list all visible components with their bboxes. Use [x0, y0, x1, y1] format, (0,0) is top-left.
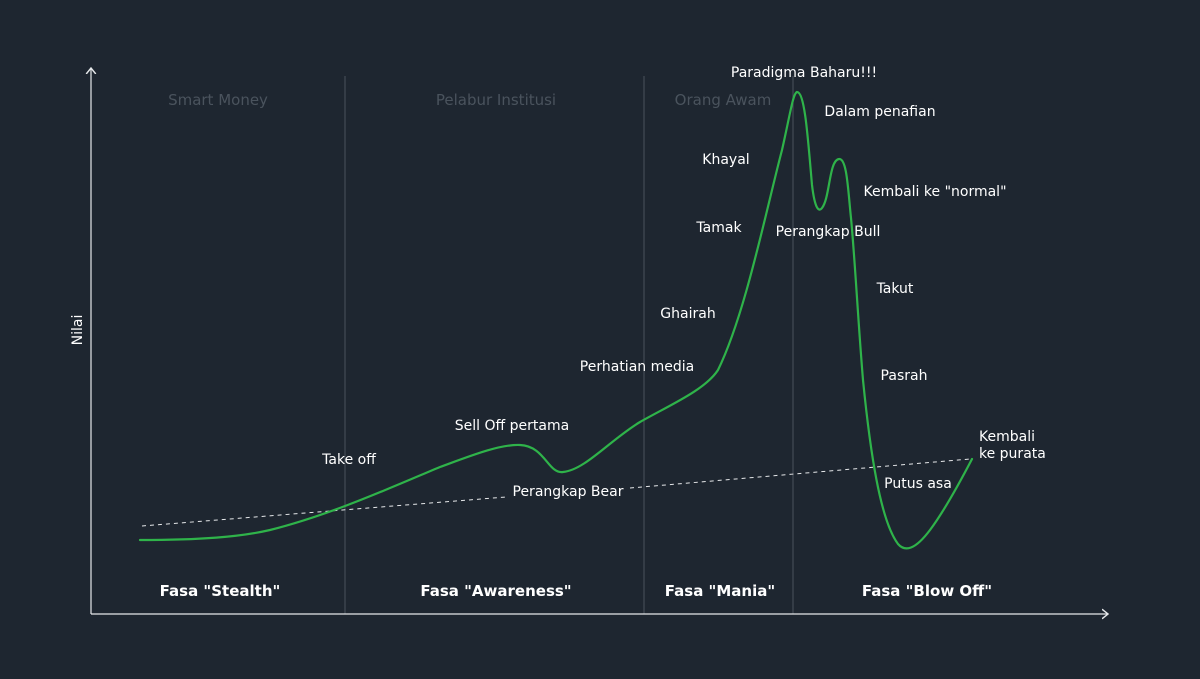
audience-institutional: Pelabur Institusi	[436, 91, 556, 109]
stage-label-pasrah: Pasrah	[881, 368, 928, 384]
phase-label-stealth: Fasa "Stealth"	[160, 582, 281, 600]
stage-label-mean-line1: Kembali	[979, 429, 1035, 445]
audience-smart-money: Smart Money	[168, 91, 268, 109]
stage-label-ghairah: Ghairah	[660, 306, 715, 322]
phase-label-blow-off: Fasa "Blow Off"	[862, 582, 992, 600]
phase-label-awareness: Fasa "Awareness"	[420, 582, 571, 600]
stage-label-take-off: Take off	[321, 452, 376, 468]
stage-label-takut: Takut	[876, 281, 914, 297]
stage-label-paradigma: Paradigma Baharu!!!	[731, 65, 877, 81]
stage-label-denial: Dalam penafian	[824, 104, 935, 120]
stage-label-mean-line2: ke purata	[979, 446, 1046, 462]
stage-label-putus-asa: Putus asa	[884, 476, 952, 492]
stage-label-bull-trap: Perangkap Bull	[776, 224, 881, 240]
stage-label-media: Perhatian media	[580, 359, 694, 375]
mean-trend-line-left	[141, 496, 507, 527]
stage-label-sell-off: Sell Off pertama	[455, 418, 569, 434]
stage-label-bear-trap: Perangkap Bear	[513, 484, 624, 500]
stage-label-normal: Kembali ke "normal"	[863, 184, 1006, 200]
stage-label-khayal: Khayal	[702, 152, 749, 168]
market-cycle-curve	[138, 90, 974, 550]
mean-trend-line-right	[629, 458, 971, 489]
audience-public: Orang Awam	[675, 91, 772, 109]
phase-label-mania: Fasa "Mania"	[665, 582, 775, 600]
stage-label-tamak: Tamak	[695, 220, 742, 236]
y-axis-label: Nilai	[70, 315, 86, 346]
